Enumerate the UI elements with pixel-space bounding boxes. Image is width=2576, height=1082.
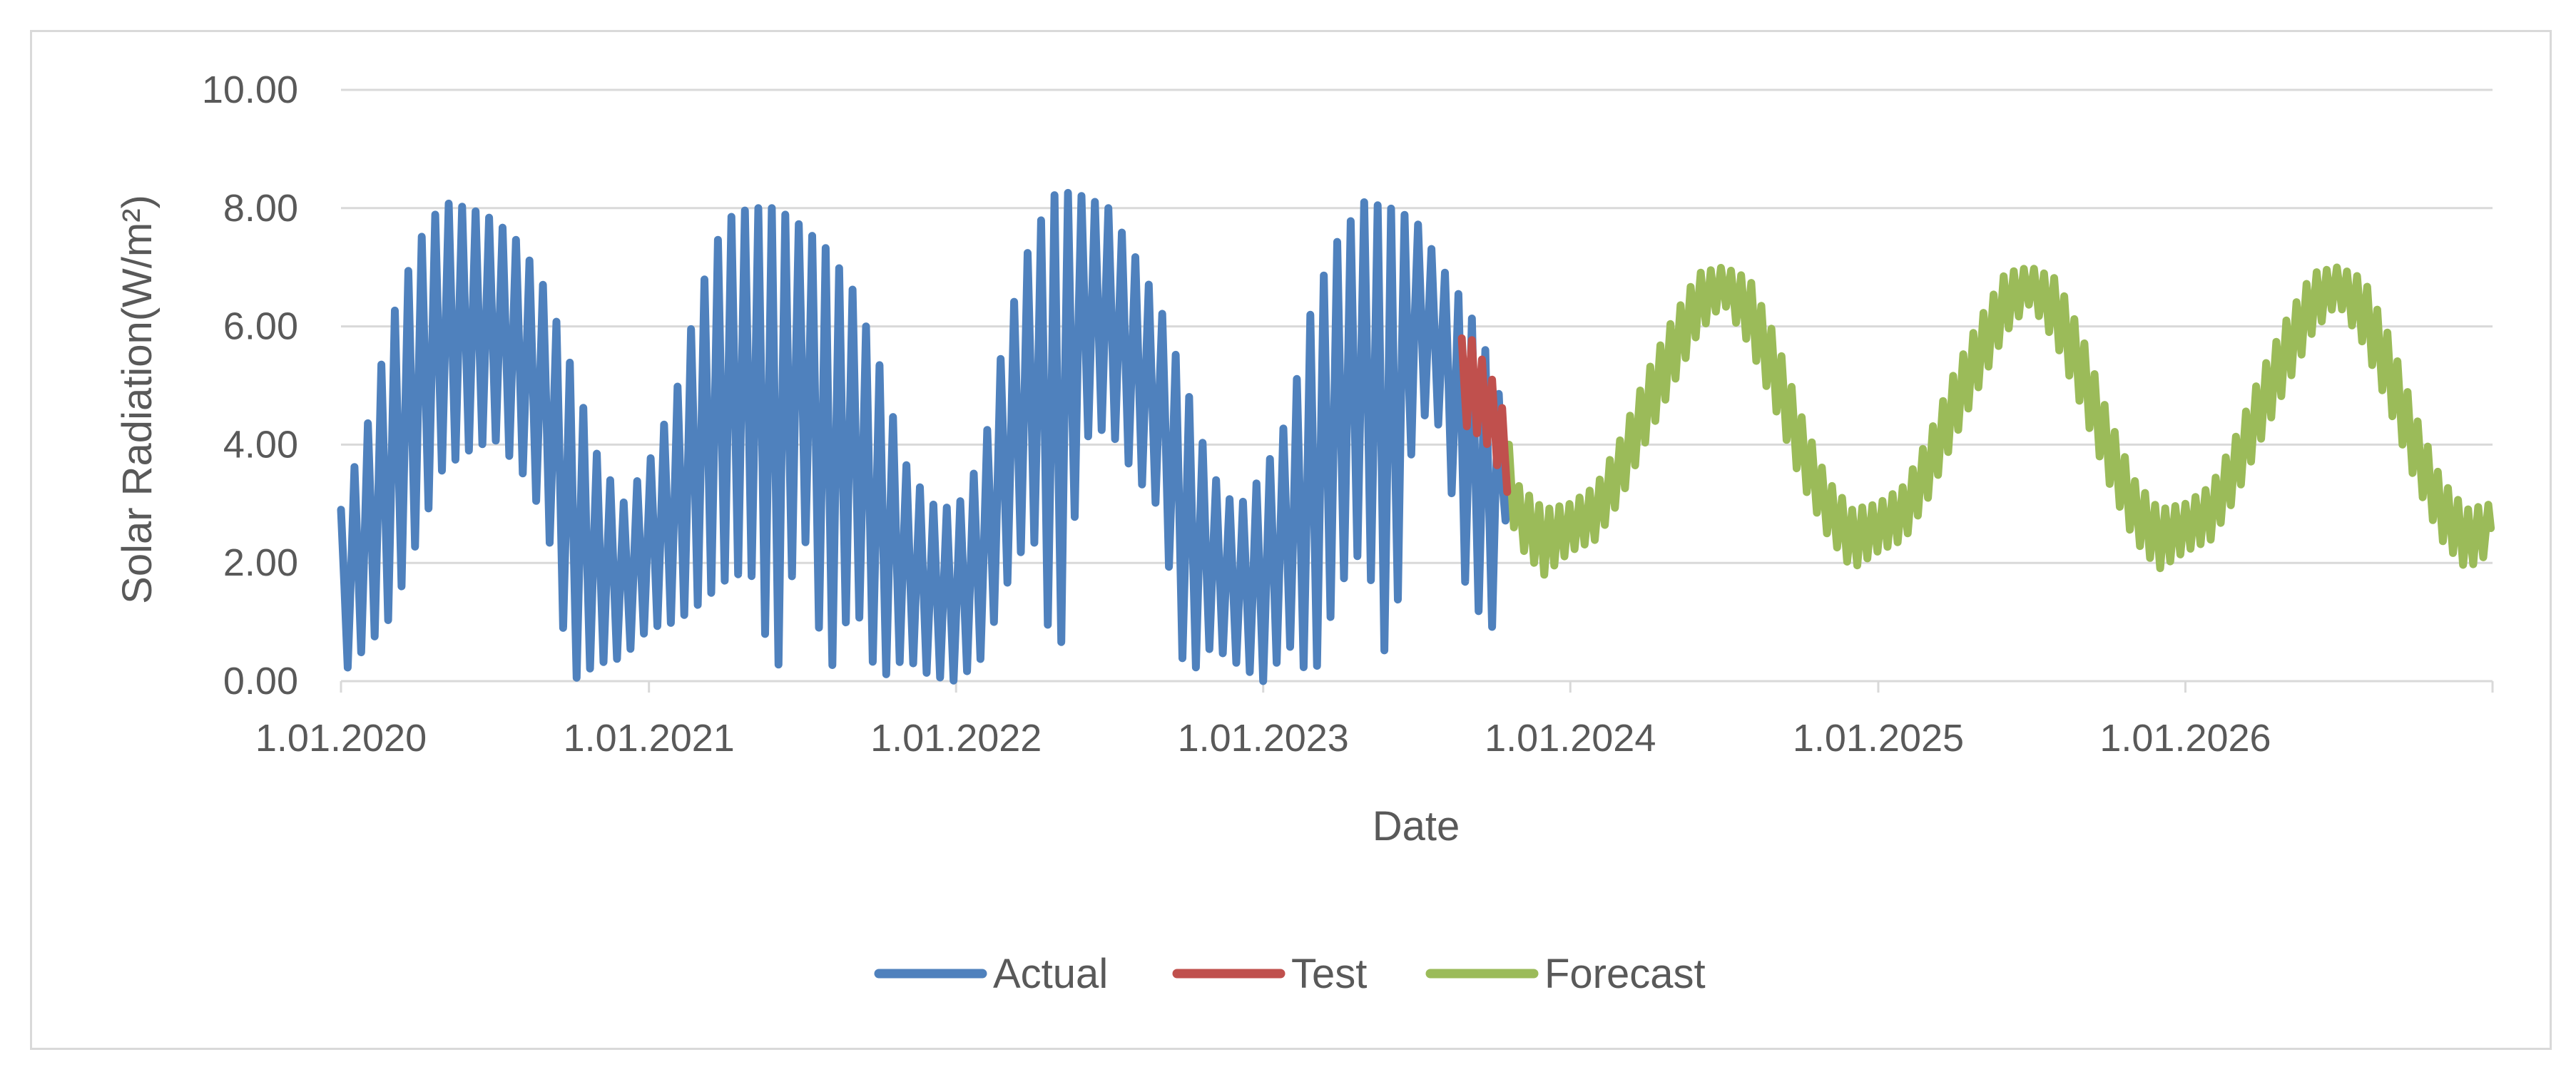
legend-label: Test xyxy=(1291,951,1367,997)
y-tick-label: 6.00 xyxy=(223,305,298,348)
y-axis-title: Solar Radiation(W/m²) xyxy=(114,195,161,604)
x-tick-label: 1.01.2021 xyxy=(564,717,735,760)
y-tick-label: 0.00 xyxy=(223,660,298,703)
x-tick-labels: 1.01.2020 1.01.2021 1.01.2022 1.01.2023 1.01… xyxy=(255,717,2271,760)
x-axis-title: Date xyxy=(1373,803,1460,849)
x-tick-label: 1.01.2022 xyxy=(870,717,1042,760)
y-tick-label: 10.00 xyxy=(202,68,298,111)
x-tick-label: 1.01.2026 xyxy=(2099,717,2271,760)
y-tick-labels: 0.00 2.00 4.00 6.00 8.00 10.00 xyxy=(202,68,298,703)
legend-item-test: Test xyxy=(1172,951,1367,997)
legend: Actual Test Forecast xyxy=(874,951,1706,997)
series-layer xyxy=(337,188,2495,685)
y-tick-label: 2.00 xyxy=(223,541,298,584)
legend-label: Forecast xyxy=(1544,951,1706,997)
legend-label: Actual xyxy=(993,951,1108,997)
y-tick-label: 4.00 xyxy=(223,423,298,466)
series-line-test xyxy=(1457,334,1512,496)
x-tick-label: 1.01.2023 xyxy=(1178,717,1349,760)
series-actual xyxy=(337,188,1513,685)
series-test xyxy=(1457,334,1512,496)
series-line-actual xyxy=(337,188,1513,685)
x-tick-label: 1.01.2020 xyxy=(255,717,427,760)
legend-item-forecast: Forecast xyxy=(1425,951,1706,997)
x-tick-label: 1.01.2025 xyxy=(1793,717,1964,760)
y-tick-label: 8.00 xyxy=(223,187,298,230)
series-line-forecast xyxy=(1505,263,2495,579)
legend-item-actual: Actual xyxy=(874,951,1108,997)
series-forecast xyxy=(1505,263,2495,579)
x-tick-label: 1.01.2024 xyxy=(1485,717,1656,760)
